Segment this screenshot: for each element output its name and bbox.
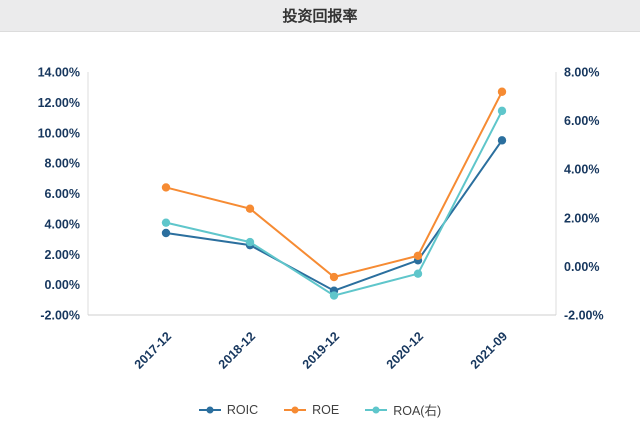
line-chart: 14.00% 12.00% 10.00% 8.00% 6.00% 4.00% 2.00% 0.… — [38, 66, 604, 372]
svg-text:2021-09: 2021-09 — [468, 329, 510, 371]
svg-text:8.00%: 8.00% — [45, 157, 80, 171]
legend-item-roe[interactable]: ROE — [284, 403, 339, 417]
svg-text:6.00%: 6.00% — [45, 187, 80, 201]
svg-text:8.00%: 8.00% — [564, 66, 599, 80]
svg-text:4.00%: 4.00% — [564, 163, 599, 177]
chart-area: 14.00% 12.00% 10.00% 8.00% 6.00% 4.00% 2.00% 0.… — [0, 32, 640, 419]
svg-text:6.00%: 6.00% — [564, 114, 599, 128]
legend-label-roa: ROA(右) — [393, 404, 442, 418]
svg-text:12.00%: 12.00% — [38, 96, 80, 110]
svg-text:14.00%: 14.00% — [38, 66, 80, 80]
svg-text:0.00%: 0.00% — [564, 260, 599, 274]
roa-line-marker — [365, 406, 388, 413]
svg-text:4.00%: 4.00% — [45, 217, 80, 231]
svg-text:0.00%: 0.00% — [45, 278, 80, 292]
svg-text:-2.00%: -2.00% — [40, 309, 80, 323]
svg-text:2018-12: 2018-12 — [216, 329, 258, 371]
chart-legend: ROIC ROE ROA(右) — [0, 400, 640, 419]
svg-text:2017-12: 2017-12 — [132, 329, 174, 371]
roic-line-marker — [198, 406, 221, 413]
svg-text:2020-12: 2020-12 — [384, 329, 426, 371]
legend-item-roa[interactable]: ROA(右) — [365, 400, 441, 419]
legend-label-roic: ROIC — [226, 402, 259, 417]
legend-item-roic[interactable]: ROIC — [198, 402, 259, 417]
svg-text:2019-12: 2019-12 — [300, 329, 342, 371]
page-title: 投资回报率 — [282, 8, 358, 25]
svg-text:10.00%: 10.00% — [38, 126, 80, 140]
chart-title-bar: 投资回报率 — [0, 0, 640, 32]
legend-label-roe: ROE — [312, 402, 340, 417]
svg-text:2.00%: 2.00% — [564, 211, 599, 225]
svg-text:-2.00%: -2.00% — [564, 309, 604, 323]
svg-text:2.00%: 2.00% — [45, 248, 80, 262]
roe-line-marker — [284, 406, 307, 413]
